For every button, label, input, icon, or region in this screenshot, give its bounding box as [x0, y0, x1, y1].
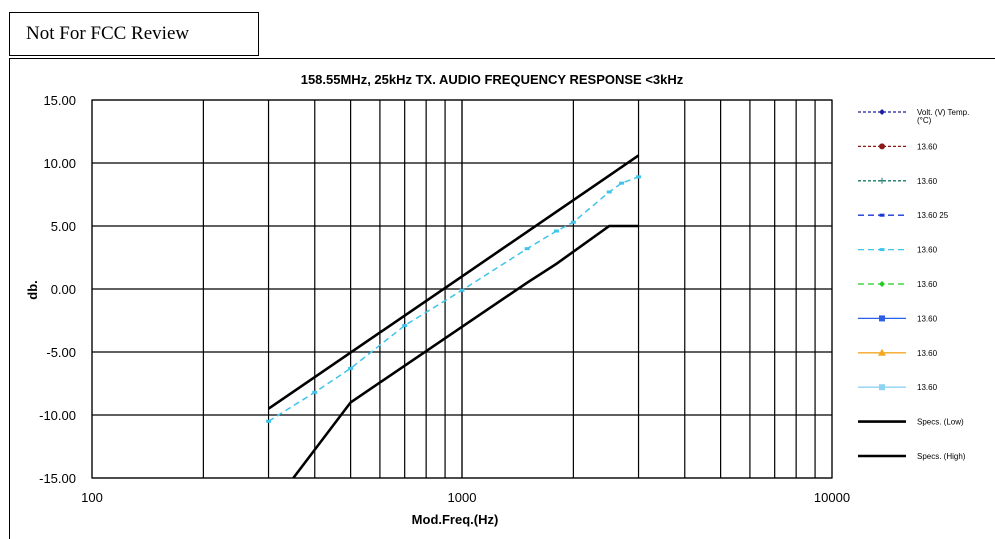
- y-tick-label: -5.00: [46, 345, 76, 360]
- plot-grid: [91, 99, 833, 479]
- y-tick-label: 0.00: [51, 282, 76, 297]
- y-axis-label: db.: [25, 280, 40, 300]
- legend-marker: [879, 281, 885, 287]
- legend-marker: [878, 348, 886, 356]
- data-point: [348, 366, 354, 370]
- series-10: [267, 154, 640, 410]
- legend-item: Volt. (V) Temp. (°C): [858, 108, 969, 125]
- legend-item: 13.60: [858, 383, 938, 392]
- x-tick-label: 1000: [448, 490, 477, 505]
- legend-label: 13.60: [917, 383, 938, 392]
- legend-item: 13.60: [858, 177, 938, 186]
- data-point: [402, 324, 408, 328]
- stamp-text: Not For FCC Review: [26, 23, 190, 44]
- data-point: [570, 220, 576, 224]
- y-tick-label: -10.00: [39, 408, 76, 423]
- not-for-fcc-review-stamp: Not For FCC Review: [9, 12, 259, 56]
- legend-item: 13.60 25: [858, 211, 949, 220]
- spec-limit-line: [292, 224, 639, 479]
- data-point: [619, 181, 625, 185]
- legend-label-line: (°C): [917, 116, 932, 125]
- legend-item: 13.60: [858, 280, 938, 289]
- legend-label: 13.60: [917, 349, 938, 358]
- legend-label: 13.60: [917, 246, 938, 255]
- chart-frame: [9, 58, 995, 539]
- legend-label: Specs. (High): [917, 452, 966, 461]
- legend-label: 13.60: [917, 177, 938, 186]
- series-4: [266, 175, 642, 423]
- x-tick-label: 100: [81, 490, 103, 505]
- spec-limit-line: [267, 154, 640, 410]
- data-point: [553, 229, 559, 233]
- data-point: [459, 288, 465, 292]
- legend-item: 13.60: [858, 314, 938, 323]
- chart-legend: Volt. (V) Temp. (°C) 13.60 13.60 13.60 25 13.…: [858, 108, 969, 461]
- chart-title: 158.55MHz, 25kHz TX. AUDIO FREQUENCY RES…: [301, 72, 684, 87]
- y-tick-label: 10.00: [43, 156, 76, 171]
- y-tick-label: 15.00: [43, 93, 76, 108]
- legend-label: Volt. (V) Temp. (°C): [917, 108, 969, 125]
- data-point: [524, 247, 530, 251]
- y-tick-label: 5.00: [51, 219, 76, 234]
- legend-label: 13.60 25: [917, 211, 949, 220]
- series-layer: [266, 154, 642, 479]
- x-axis-label: Mod.Freq.(Hz): [412, 512, 499, 527]
- legend-item: 13.60: [858, 142, 938, 151]
- data-point: [266, 419, 272, 423]
- legend-label: 13.60: [917, 142, 938, 151]
- x-tick-label: 10000: [814, 490, 850, 505]
- legend-marker: [879, 143, 885, 150]
- legend-marker: [879, 177, 885, 184]
- legend-item: 13.60: [858, 348, 938, 358]
- y-tick-label: -15.00: [39, 471, 76, 486]
- data-point: [636, 175, 642, 179]
- legend-marker: [879, 248, 885, 252]
- legend-label-line: Volt. (V) Temp.: [917, 108, 969, 117]
- legend-label: 13.60: [917, 280, 938, 289]
- legend-marker: [879, 213, 885, 217]
- legend-marker: [879, 384, 885, 391]
- legend-marker: [879, 109, 885, 115]
- legend-item: Specs. (Low): [858, 418, 964, 427]
- y-axis-ticks: 15.00 10.00 5.00 0.00 -5.00 -10.00 -15.00: [39, 93, 76, 486]
- legend-label: Specs. (Low): [917, 418, 964, 427]
- x-axis-ticks: 100 1000 10000: [81, 490, 850, 505]
- data-point: [606, 190, 612, 194]
- data-point: [312, 390, 318, 394]
- series-line: [268, 176, 639, 422]
- legend-item: 13.60: [858, 246, 938, 255]
- legend-marker: [879, 315, 885, 322]
- legend-label: 13.60: [917, 314, 938, 323]
- legend-item: Specs. (High): [858, 452, 966, 461]
- series-9: [292, 224, 639, 479]
